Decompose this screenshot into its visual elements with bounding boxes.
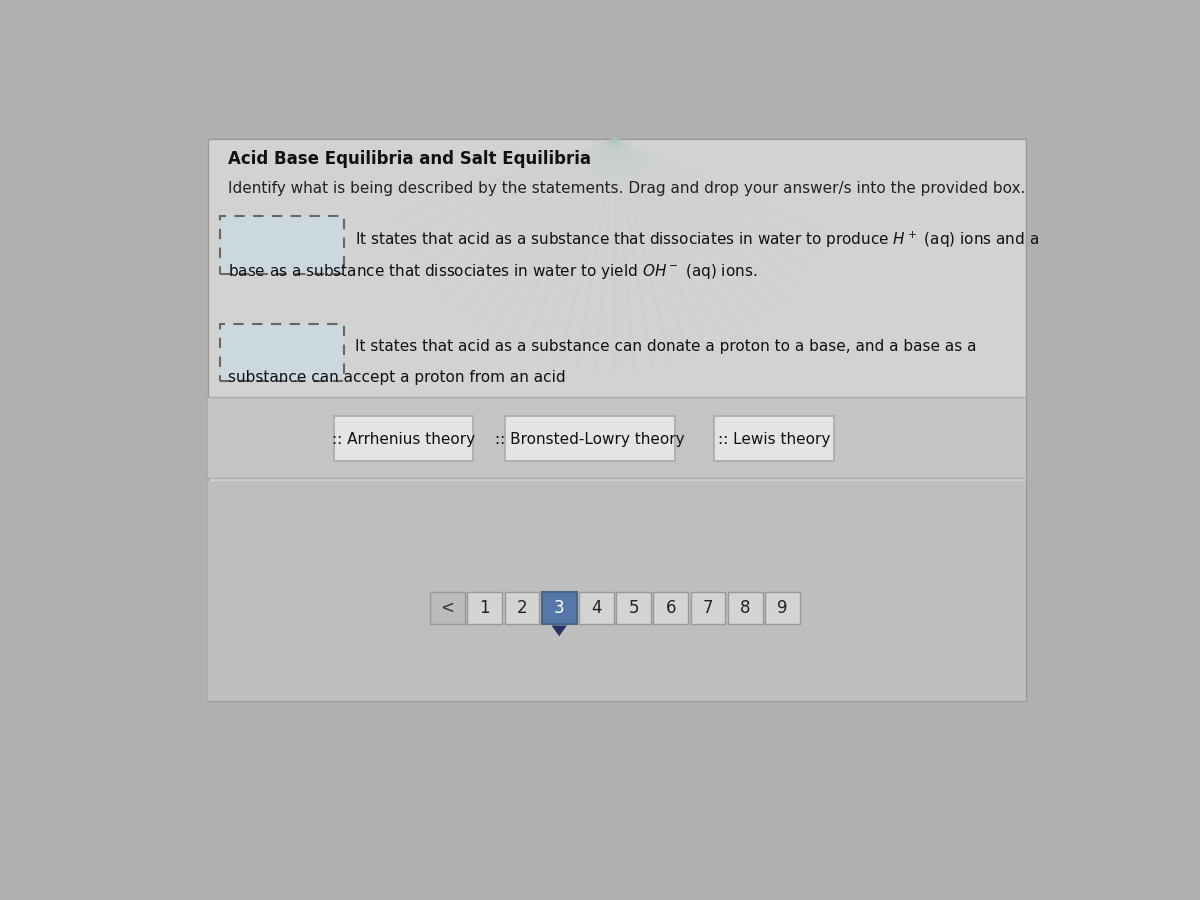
Text: 6: 6 [666,598,676,616]
Bar [208,397,1026,478]
Text: 2: 2 [517,598,527,616]
Bar [690,591,726,624]
Text: 9: 9 [778,598,787,616]
Text: 7: 7 [703,598,713,616]
Text: :: Arrhenius theory: :: Arrhenius theory [332,432,475,446]
Text: :: Lewis theory: :: Lewis theory [718,432,830,446]
Text: It states that acid as a substance can donate a proton to a base, and a base as : It states that acid as a substance can d… [355,339,977,354]
FancyBboxPatch shape [220,216,343,274]
Text: Identify what is being described by the statements. Drag and drop your answer/s : Identify what is being described by the … [228,181,1025,196]
Text: :: Bronsted-Lowry theory: :: Bronsted-Lowry theory [496,432,685,446]
Text: 4: 4 [592,598,601,616]
Text: 3: 3 [554,598,564,616]
Bar [541,591,577,624]
Text: base as a substance that dissociates in water to yield $\mathit{OH}^-$ (aq) ions: base as a substance that dissociates in … [228,262,757,281]
Bar [208,482,1026,701]
Bar [430,591,466,624]
Text: 1: 1 [480,598,490,616]
FancyBboxPatch shape [714,416,834,462]
Bar [208,139,1026,701]
FancyBboxPatch shape [335,416,473,462]
Bar [467,591,503,624]
Bar [727,591,763,624]
Bar [764,591,800,624]
FancyBboxPatch shape [220,324,343,382]
FancyBboxPatch shape [505,416,674,462]
Text: substance can accept a proton from an acid: substance can accept a proton from an ac… [228,370,565,385]
Bar [653,591,689,624]
Bar [578,591,614,624]
Bar [504,591,540,624]
Bar [616,591,652,624]
Text: <: < [440,598,455,616]
Text: 5: 5 [629,598,638,616]
Text: 8: 8 [740,598,750,616]
Text: It states that acid as a substance that dissociates in water to produce $\mathit: It states that acid as a substance that … [355,230,1039,250]
Polygon shape [552,626,566,636]
Text: Acid Base Equilibria and Salt Equilibria: Acid Base Equilibria and Salt Equilibria [228,150,590,168]
